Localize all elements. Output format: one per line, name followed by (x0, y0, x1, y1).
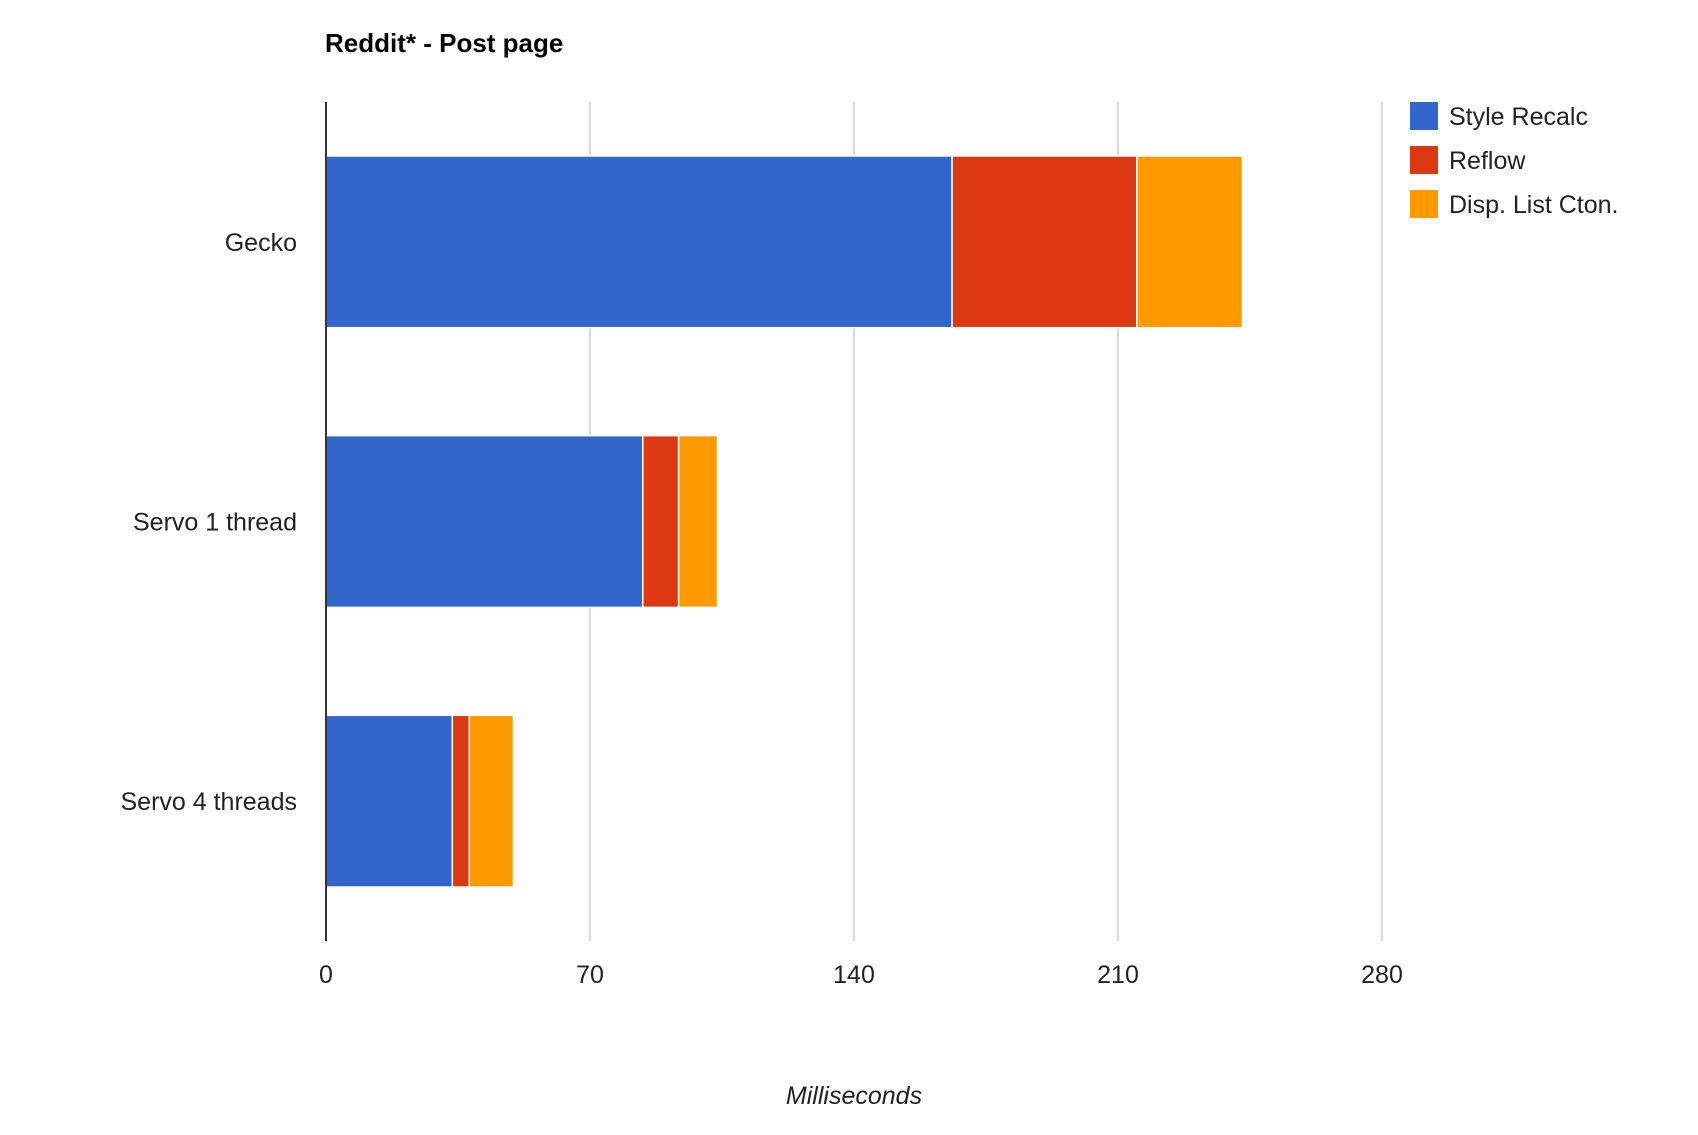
category-label-servo-4-threads: Servo 4 threads (121, 788, 298, 816)
x-tick-label-0: 0 (319, 961, 333, 989)
bars (325, 155, 1244, 888)
x-tick-label-280: 280 (1361, 961, 1403, 989)
legend-label-reflow: Reflow (1449, 147, 1526, 175)
bar-gecko-reflow (951, 155, 1138, 329)
bar-gecko-style-recalc (325, 155, 953, 329)
category-label-servo-1-thread: Servo 1 thread (133, 509, 297, 537)
bar-servo-4-threads-disp-list-cton (468, 714, 515, 888)
legend-swatch-style-recalc (1410, 102, 1438, 130)
category-labels: Gecko Servo 1 thread Servo 4 threads (121, 229, 298, 816)
bar-servo-1-thread-style-recalc (325, 434, 644, 609)
chart-title: Reddit* - Post page (325, 28, 563, 58)
legend: Style Recalc Reflow Disp. List Cton. (1410, 102, 1619, 219)
bar-servo-4-threads-reflow (451, 714, 471, 888)
x-axis-title: Milliseconds (786, 1082, 922, 1110)
legend-swatch-disp-list-cton (1410, 190, 1438, 218)
bar-servo-1-thread-reflow (642, 434, 680, 609)
legend-swatch-reflow (1410, 146, 1438, 174)
bar-servo-4-threads-style-recalc (325, 714, 454, 888)
x-tick-label-70: 70 (576, 961, 604, 989)
x-tick-label-140: 140 (833, 961, 875, 989)
x-tick-labels: 0 70 140 210 280 (319, 961, 1403, 989)
bar-gecko-disp-list-cton (1136, 155, 1244, 329)
bar-servo-1-thread-disp-list-cton (677, 434, 719, 609)
legend-label-style-recalc: Style Recalc (1449, 103, 1588, 131)
category-label-gecko: Gecko (225, 229, 297, 257)
x-tick-label-210: 210 (1097, 961, 1139, 989)
legend-label-disp-list-cton: Disp. List Cton. (1449, 191, 1619, 219)
